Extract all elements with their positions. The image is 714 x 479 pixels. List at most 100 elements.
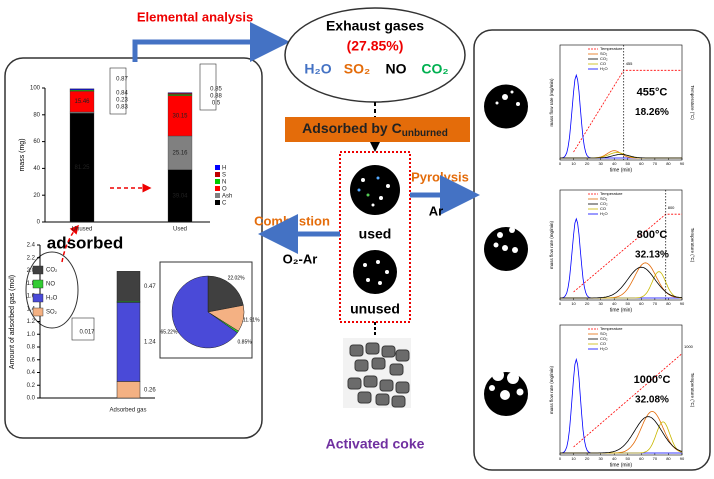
y-tick-label: 0.0 xyxy=(27,396,36,402)
plot-frame xyxy=(559,324,683,456)
adsorbed-by: Adsorbed by Cunburned xyxy=(302,120,448,139)
gas-legend-frame xyxy=(25,251,79,329)
adsorbed-label: adsorbed xyxy=(47,233,124,252)
x-tick-label: 90 xyxy=(680,301,685,306)
legend-label: CO₂ xyxy=(46,268,58,274)
legend-label: O xyxy=(222,187,227,193)
bar-segment xyxy=(167,95,193,137)
y-tick-label: 100 xyxy=(30,86,41,92)
x-tick-label: 0 xyxy=(559,161,562,166)
unused-sample xyxy=(353,250,397,294)
gas-list: H₂O SO₂ NO CO₂ xyxy=(304,61,448,77)
y-tick-label: 0.4 xyxy=(27,370,36,376)
zoom-box xyxy=(71,317,95,341)
x-tick-label: Used xyxy=(173,227,187,233)
x-tick-label: Unused xyxy=(72,227,93,233)
x-tick-label: 80 xyxy=(666,161,671,166)
pellet xyxy=(381,345,396,358)
value-label: 0.84 xyxy=(116,91,128,97)
pie-label: 65.22% xyxy=(160,330,178,336)
x-tick-label: 60 xyxy=(639,161,644,166)
x-axis-title: time (min) xyxy=(610,462,633,468)
gas-name: H₂O xyxy=(304,61,331,77)
legend-label: SO₂ xyxy=(600,51,608,56)
temperature-label: 800°C xyxy=(637,229,668,241)
y-tick-label: 40 xyxy=(33,166,40,172)
x-axis-title: time (min) xyxy=(610,307,633,313)
pore xyxy=(492,369,504,381)
y-tick-label: 2.0 xyxy=(27,268,36,274)
pore xyxy=(509,227,515,233)
value-label: 0.87 xyxy=(116,77,128,83)
percent-label: 32.13% xyxy=(635,250,669,261)
exhaust-title: Exhaust gases xyxy=(326,18,424,34)
arrow xyxy=(61,224,79,263)
value-label: 15.46 xyxy=(74,99,90,105)
bar-segment xyxy=(167,94,193,96)
bar-segment xyxy=(167,169,193,223)
y-tick-label: 0.8 xyxy=(27,345,36,351)
coke-pellets xyxy=(347,342,410,408)
sample-icon xyxy=(484,84,528,129)
pellet xyxy=(371,357,386,370)
gas-name: SO₂ xyxy=(344,61,370,77)
marker-label: 1000 xyxy=(684,344,694,349)
pore xyxy=(512,247,518,253)
value-label: 0.83 xyxy=(116,105,128,111)
legend-label: CO₂ xyxy=(600,201,608,206)
legend-label: NO xyxy=(46,282,55,288)
pellet xyxy=(363,375,378,388)
legend-label: C xyxy=(222,201,227,207)
x-tick-label: 70 xyxy=(653,301,658,306)
plot-frame xyxy=(559,189,683,301)
pellet xyxy=(391,395,406,408)
unused-label: unused xyxy=(350,301,400,317)
y-tick-label: 80 xyxy=(33,112,40,118)
pellet xyxy=(357,391,372,404)
x-tick-label: 50 xyxy=(626,301,631,306)
pellet xyxy=(389,363,404,376)
bar-segment xyxy=(116,381,141,399)
legend-swatch xyxy=(32,265,44,275)
legend-swatch xyxy=(215,193,220,198)
y-axis-title: mass flow rate (mg/min) xyxy=(549,78,554,127)
pellet xyxy=(354,359,369,372)
used-label: used xyxy=(359,226,392,242)
value-label: 25.16 xyxy=(172,150,188,156)
legend-label: H₂O xyxy=(600,211,608,216)
legend-label: Ash xyxy=(222,194,232,200)
y2-axis-title: Temperature (°C) xyxy=(690,228,695,263)
legend-label: CO xyxy=(600,341,606,346)
legend-label: SO₂ xyxy=(600,196,608,201)
legend-label: S xyxy=(222,173,226,179)
y-tick-label: 1.6 xyxy=(27,294,36,300)
co2-curve xyxy=(560,153,682,159)
x-tick-label: 10 xyxy=(571,161,576,166)
value-label: 39.04 xyxy=(172,193,188,199)
x-tick-label: 70 xyxy=(653,456,658,461)
right-panel xyxy=(473,29,711,471)
value-label: 30.15 xyxy=(172,113,188,119)
legend-swatch xyxy=(215,165,220,170)
plot-frame xyxy=(559,44,683,161)
pie-label: 0.85% xyxy=(238,340,253,346)
y-axis-title: Amount of adsorbed gas (mol) xyxy=(9,275,16,369)
adsorbed-by-text: Adsorbed by C xyxy=(302,120,402,136)
temperature-label: 455°C xyxy=(637,86,668,98)
x-tick-label: 30 xyxy=(598,161,603,166)
bar-segment xyxy=(167,93,193,95)
x-tick-label: 10 xyxy=(571,301,576,306)
x-tick-label: 40 xyxy=(612,301,617,306)
pore xyxy=(516,102,520,106)
legend-label: H₂O xyxy=(600,66,608,71)
x-tick-label: 60 xyxy=(639,301,644,306)
x-tick-label: 0 xyxy=(559,301,562,306)
value-label: 0.5 xyxy=(212,101,221,107)
bar-segment xyxy=(69,111,95,114)
legend-label: N xyxy=(222,180,226,186)
exhaust-percent: (27.85%) xyxy=(347,38,404,54)
x-tick-label: 10 xyxy=(571,456,576,461)
y-tick-label: 1.4 xyxy=(27,306,36,312)
bar-segment xyxy=(69,88,95,90)
